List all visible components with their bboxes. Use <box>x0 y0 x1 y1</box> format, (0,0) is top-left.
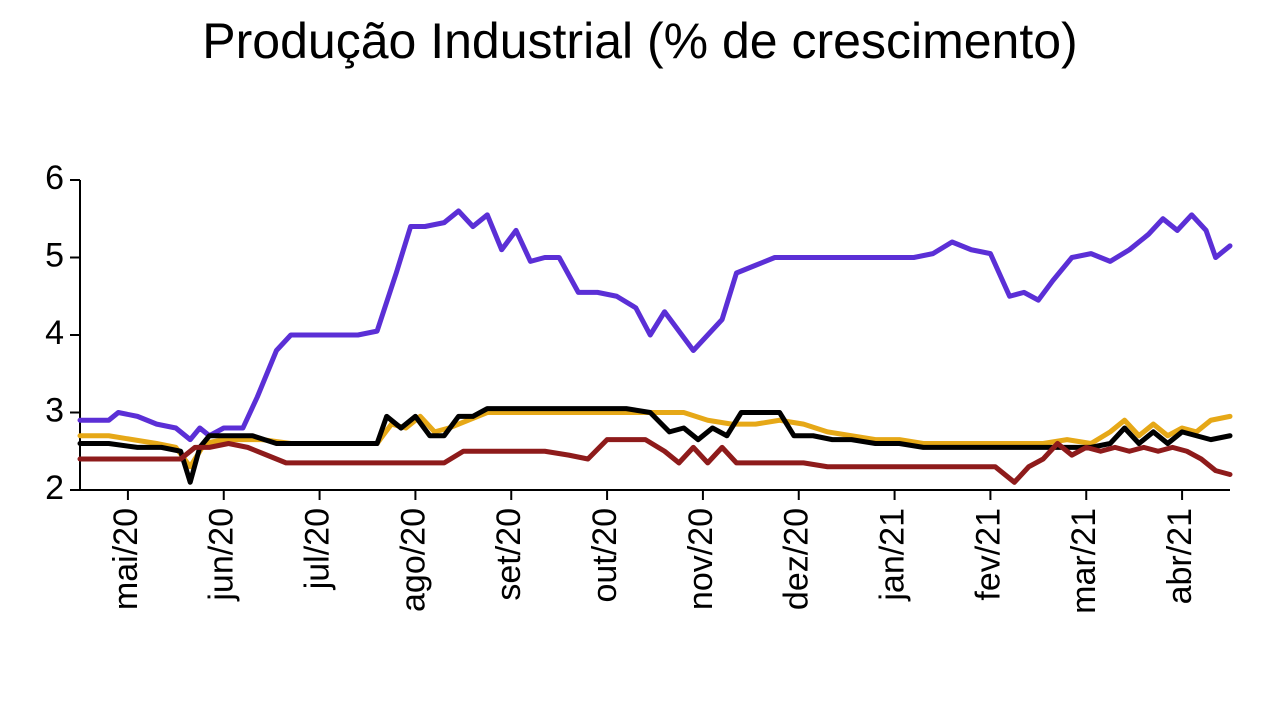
y-tick-label: 3 <box>45 391 64 429</box>
x-tick-label: ago/20 <box>394 508 432 612</box>
x-tick-label: jun/20 <box>203 508 241 602</box>
chart-container: Produção Industrial (% de crescimento) 2… <box>0 0 1280 720</box>
y-tick-label: 6 <box>45 159 64 197</box>
x-tick-label: fev/21 <box>969 508 1007 601</box>
y-tick-label: 5 <box>45 236 64 274</box>
x-tick-label: out/20 <box>586 508 624 603</box>
x-tick-label: set/20 <box>490 508 528 601</box>
series-serie-roxa <box>80 211 1230 440</box>
x-tick-label: dez/20 <box>778 508 816 610</box>
x-tick-label: nov/20 <box>682 508 720 610</box>
x-tick-label: mai/20 <box>107 508 145 610</box>
chart-title: Produção Industrial (% de crescimento) <box>0 12 1280 70</box>
plot-area: 23456mai/20jun/20jul/20ago/20set/20out/2… <box>80 180 1230 490</box>
y-tick-label: 4 <box>45 314 64 352</box>
x-tick-label: jul/20 <box>299 508 337 590</box>
x-tick-label: mar/21 <box>1065 508 1103 614</box>
x-tick-label: abr/21 <box>1161 508 1199 604</box>
x-tick-label: jan/21 <box>874 508 912 602</box>
y-tick-label: 2 <box>45 469 64 507</box>
series-serie-vermelha <box>80 440 1230 483</box>
series-layer <box>80 180 1230 490</box>
